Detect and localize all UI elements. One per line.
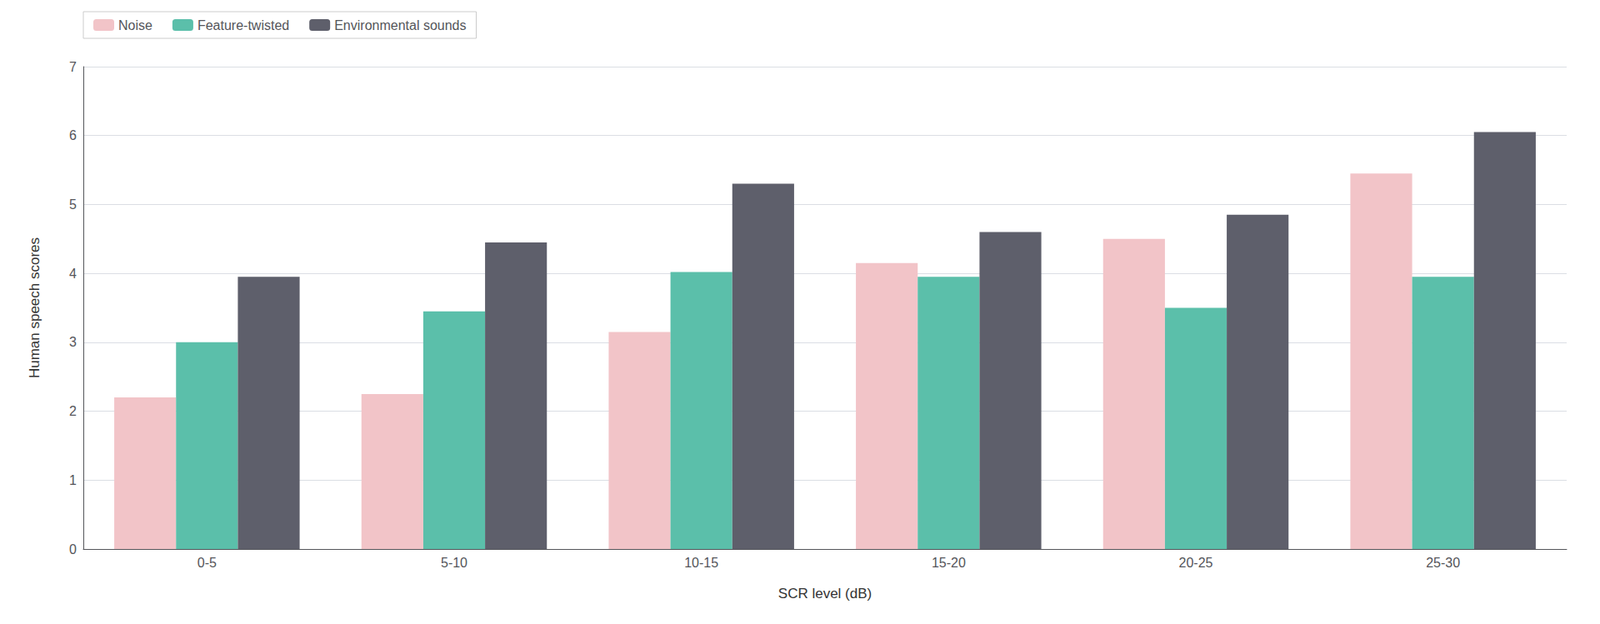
svg-text:15-20: 15-20	[931, 555, 966, 570]
svg-text:7: 7	[69, 60, 77, 75]
svg-text:10-15: 10-15	[684, 555, 719, 570]
svg-text:1: 1	[69, 473, 77, 488]
svg-text:20-25: 20-25	[1179, 555, 1214, 570]
svg-text:0-5: 0-5	[197, 555, 217, 570]
svg-text:Environmental sounds: Environmental sounds	[334, 18, 466, 33]
svg-text:Human speech scores: Human speech scores	[26, 237, 43, 379]
svg-text:SCR level (dB): SCR level (dB)	[778, 585, 872, 602]
svg-text:2: 2	[69, 404, 77, 419]
svg-text:6: 6	[69, 128, 77, 143]
svg-text:4: 4	[69, 266, 77, 281]
svg-text:Noise: Noise	[118, 18, 153, 33]
svg-text:0: 0	[69, 542, 77, 557]
svg-text:Feature-twisted: Feature-twisted	[197, 18, 290, 33]
svg-text:5: 5	[69, 197, 77, 212]
svg-text:25-30: 25-30	[1425, 555, 1460, 570]
svg-text:3: 3	[69, 335, 77, 350]
svg-text:5-10: 5-10	[440, 555, 468, 570]
